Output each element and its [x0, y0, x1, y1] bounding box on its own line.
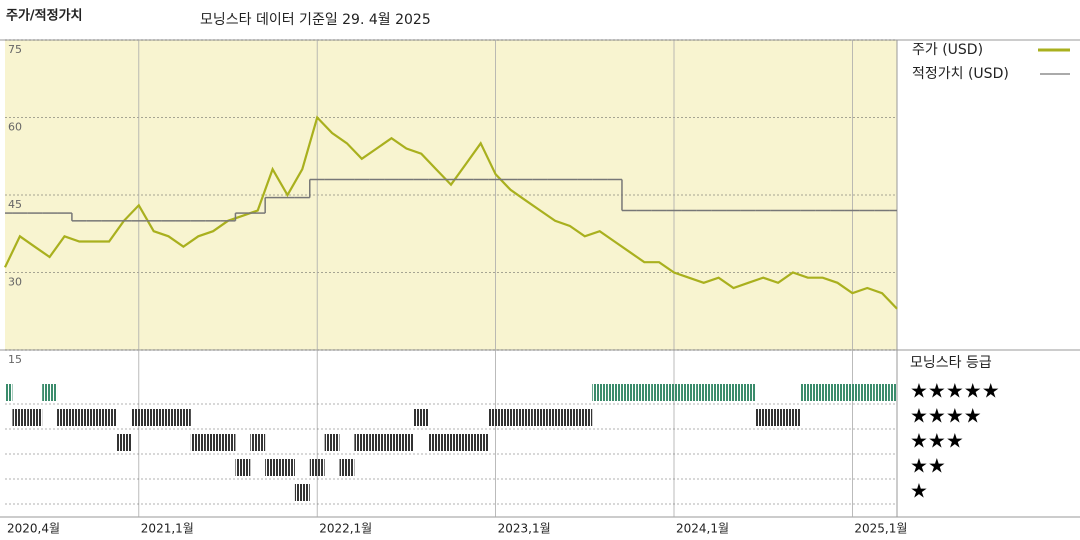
rating-bar — [190, 434, 206, 451]
rating-bar — [696, 384, 712, 401]
rating-bar — [651, 384, 667, 401]
x-tick-label: 2024,1월 — [676, 522, 729, 536]
rating-label: ★★★★★ — [910, 379, 1000, 403]
rating-bar — [874, 384, 890, 401]
rating-bar — [830, 384, 845, 401]
rating-label: ★ — [910, 479, 928, 503]
rating-bar — [726, 384, 741, 401]
rating-bar — [369, 434, 385, 451]
rating-bar — [755, 409, 771, 426]
rating-title: 모닝스타 등급 — [910, 355, 992, 371]
rating-bar — [309, 459, 325, 476]
rating-bar — [532, 409, 548, 426]
x-tick-label: 2021,1월 — [141, 522, 194, 536]
rating-bar — [517, 409, 533, 426]
rating-bar — [220, 434, 236, 451]
rating-bar — [815, 384, 831, 401]
rating-bar — [71, 409, 87, 426]
rating-bar — [175, 409, 191, 426]
rating-bar — [547, 409, 563, 426]
rating-bar — [488, 409, 504, 426]
rating-bar — [740, 384, 756, 401]
chart-title: 주가/적정가치 — [6, 8, 83, 24]
x-tick-label: 2020,4월 — [7, 522, 60, 536]
rating-bar — [800, 384, 816, 401]
y-tick-label: 60 — [8, 121, 22, 134]
rating-bar — [666, 384, 682, 401]
rating-bar — [235, 459, 251, 476]
rating-bar — [428, 434, 444, 451]
y-tick-label: 75 — [8, 43, 22, 56]
rating-bar — [785, 409, 801, 426]
y-tick-label: 30 — [8, 276, 22, 289]
rating-bar — [844, 384, 860, 401]
rating-bar — [398, 434, 414, 451]
rating-bar — [770, 409, 786, 426]
rating-bar — [131, 409, 147, 426]
legend-label: 적정가치 (USD) — [912, 66, 1009, 82]
rating-bar — [294, 484, 310, 501]
rating-bar — [384, 434, 399, 451]
x-tick-label: 2022,1월 — [319, 522, 372, 536]
chart-subtitle: 모닝스타 데이터 기준일 29. 4월 2025 — [200, 12, 431, 28]
rating-bar — [339, 459, 355, 476]
rating-bar — [889, 384, 897, 401]
rating-bar — [354, 434, 370, 451]
rating-bar — [681, 384, 697, 401]
y-tick-label: 15 — [8, 353, 22, 366]
rating-bar — [250, 434, 266, 451]
rating-bar — [146, 409, 162, 426]
legend-label: 주가 (USD) — [912, 42, 983, 58]
rating-bar — [636, 384, 652, 401]
rating-bar — [592, 384, 608, 401]
rating-bar — [503, 409, 518, 426]
rating-bar — [12, 409, 28, 426]
rating-bar — [562, 409, 578, 426]
price-line — [4, 115, 898, 310]
rating-bar — [265, 459, 281, 476]
x-tick-label: 2023,1월 — [498, 522, 551, 536]
rating-bar — [458, 434, 474, 451]
rating-bar — [413, 409, 429, 426]
rating-bar — [57, 409, 72, 426]
rating-bar — [711, 384, 727, 401]
rating-bar — [443, 434, 459, 451]
rating-bar — [205, 434, 221, 451]
rating-bar — [577, 409, 593, 426]
rating-label: ★★ — [910, 454, 946, 478]
rating-bar — [101, 409, 117, 426]
rating-label: ★★★ — [910, 429, 964, 453]
rating-bar — [116, 434, 132, 451]
rating-bar — [621, 384, 637, 401]
rating-bar — [27, 409, 43, 426]
rating-bar — [280, 459, 295, 476]
rating-bar — [161, 409, 176, 426]
rating-bar — [86, 409, 102, 426]
rating-bar — [859, 384, 875, 401]
rating-bar — [607, 384, 622, 401]
rating-bar — [324, 434, 340, 451]
rating-bar — [473, 434, 489, 451]
y-tick-label: 45 — [8, 198, 22, 211]
x-tick-label: 2025,1월 — [854, 522, 907, 536]
rating-bar — [5, 384, 13, 401]
rating-label: ★★★★ — [910, 404, 982, 428]
rating-bar — [42, 384, 58, 401]
